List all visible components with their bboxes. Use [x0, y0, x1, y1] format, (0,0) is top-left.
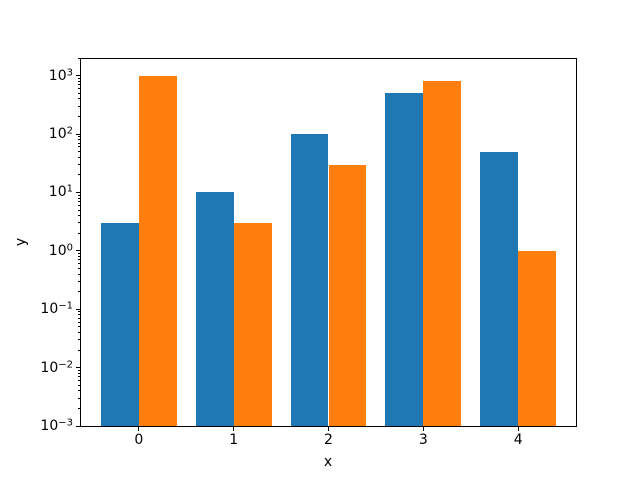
y-major-tick-mark [76, 367, 80, 369]
bar-series-1-blue-x3 [385, 93, 424, 427]
y-axis-label: y [13, 237, 29, 247]
y-major-tick-mark [76, 425, 80, 427]
x-tick-mark [233, 427, 235, 431]
bar-series-1-blue-x2 [290, 134, 329, 427]
y-minor-tick-mark [78, 321, 80, 323]
y-major-tick-mark [76, 308, 80, 310]
bar-series-1-blue-x0 [100, 222, 139, 427]
y-minor-tick-mark [78, 291, 80, 293]
x-tick-label: 3 [418, 432, 428, 448]
y-tick-exponent: 2 [66, 125, 73, 137]
y-minor-tick-mark [78, 339, 80, 341]
y-tick-label: 10−2 [40, 359, 73, 376]
y-minor-tick-mark [78, 156, 80, 158]
y-tick-label: 102 [48, 125, 73, 143]
y-minor-tick-mark [78, 139, 80, 141]
y-minor-tick-mark [78, 311, 80, 313]
y-minor-tick-mark [78, 267, 80, 269]
x-tick-mark [517, 427, 519, 431]
bar-series-2-orange-x4 [518, 250, 557, 427]
y-tick-label: 100 [48, 242, 73, 259]
y-minor-tick-mark [78, 331, 80, 333]
y-minor-tick-mark [78, 326, 80, 328]
y-minor-tick-mark [78, 164, 80, 165]
bar-series-2-orange-x1 [233, 222, 272, 427]
y-minor-tick-mark [78, 349, 80, 351]
bar-series-2-orange-x3 [423, 81, 462, 427]
y-tick-label: 101 [48, 183, 73, 201]
y-minor-tick-mark [78, 197, 80, 199]
y-minor-tick-mark [78, 88, 80, 89]
y-minor-tick-mark [78, 115, 80, 117]
y-minor-tick-mark [78, 92, 80, 94]
y-tick-exponent: 0 [66, 242, 73, 254]
y-minor-tick-mark [78, 200, 80, 202]
y-minor-tick-mark [78, 376, 80, 378]
y-minor-tick-mark [78, 215, 80, 217]
y-minor-tick-mark [78, 84, 80, 86]
x-tick-label: 1 [229, 432, 239, 448]
y-major-tick-mark [76, 250, 80, 252]
y-minor-tick-mark [78, 317, 80, 319]
x-tick-label: 0 [134, 432, 144, 448]
y-tick-label: 103 [48, 67, 73, 84]
y-minor-tick-mark [78, 151, 80, 153]
y-minor-tick-mark [78, 142, 80, 144]
y-minor-tick-mark [78, 146, 80, 148]
y-minor-tick-mark [78, 273, 80, 275]
y-minor-tick-mark [78, 369, 80, 371]
y-minor-tick-mark [78, 232, 80, 234]
bar-series-2-orange-x2 [328, 164, 367, 427]
y-tick-label: 10−3 [40, 417, 73, 435]
x-axis-label: x [323, 454, 333, 470]
y-major-tick-mark [76, 75, 80, 77]
y-major-tick-mark [76, 191, 80, 193]
y-minor-tick-mark [78, 194, 80, 196]
y-minor-tick-mark [78, 209, 80, 211]
y-minor-tick-mark [78, 390, 80, 392]
y-tick-exponent: 3 [66, 67, 73, 79]
y-minor-tick-mark [78, 174, 80, 176]
y-minor-tick-mark [78, 380, 80, 382]
y-minor-tick-mark [78, 280, 80, 282]
y-minor-tick-mark [78, 136, 80, 138]
y-minor-tick-mark [78, 263, 80, 265]
y-minor-tick-mark [78, 57, 80, 59]
y-minor-tick-mark [78, 204, 80, 206]
y-minor-tick-mark [78, 256, 80, 257]
y-minor-tick-mark [78, 397, 80, 399]
y-tick-exponent: 1 [66, 183, 73, 195]
x-tick-mark [422, 427, 424, 431]
y-major-tick-mark [76, 133, 80, 135]
bar-series-1-blue-x1 [195, 192, 234, 427]
y-minor-tick-mark [78, 314, 80, 316]
x-tick-label: 2 [324, 432, 333, 448]
y-minor-tick-mark [78, 222, 80, 224]
y-minor-tick-mark [78, 407, 80, 409]
bar-series-2-orange-x0 [138, 75, 177, 427]
y-tick-exponent: −2 [58, 359, 73, 371]
y-tick-label: 10−1 [40, 300, 73, 318]
y-minor-tick-mark [78, 98, 80, 100]
x-tick-mark [328, 427, 329, 431]
y-minor-tick-mark [78, 372, 80, 374]
y-minor-tick-mark [78, 105, 80, 107]
y-tick-exponent: −1 [58, 300, 73, 312]
y-minor-tick-mark [78, 77, 80, 79]
y-tick-exponent: −3 [58, 417, 73, 429]
y-minor-tick-mark [78, 259, 80, 261]
y-minor-tick-mark [78, 253, 80, 254]
bar-series-1-blue-x4 [480, 151, 519, 427]
x-tick-mark [138, 427, 140, 431]
x-tick-label: 4 [513, 432, 523, 448]
y-minor-tick-mark [78, 384, 80, 386]
y-minor-tick-mark [78, 80, 80, 82]
